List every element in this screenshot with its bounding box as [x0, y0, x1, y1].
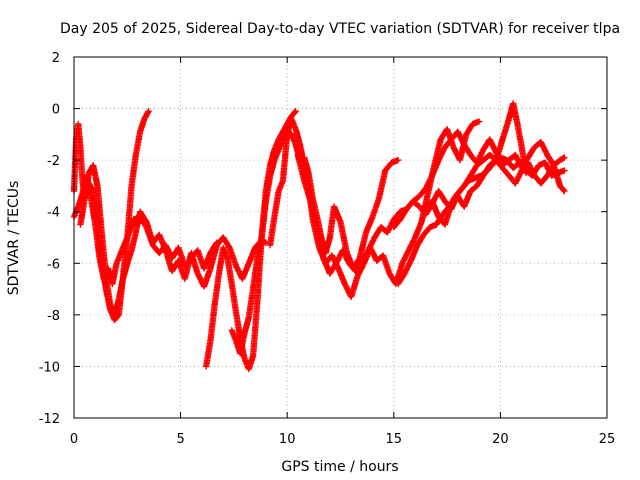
y-tick-label: -4: [47, 206, 60, 221]
tick-layer: 0 5 10 15 20 25 -12 -10 -8 -6 -4 -2 0 2: [39, 51, 616, 447]
plot-frame: [73, 56, 608, 419]
x-tick-label: 20: [492, 432, 509, 447]
x-axis-label: GPS time / hours: [281, 459, 398, 475]
y-axis-label: SDTVAR / TECUs: [6, 181, 22, 296]
x-tick-label: 25: [599, 432, 616, 447]
y-tick-label: -6: [47, 257, 60, 272]
y-tick-label: -8: [47, 309, 60, 324]
series-track-7: [294, 100, 530, 277]
x-tick-label: 0: [70, 432, 78, 447]
y-tick-label: 0: [52, 103, 60, 118]
grid-layer: [74, 57, 607, 418]
series-track-10: [390, 128, 568, 231]
x-tick-label: 5: [176, 432, 184, 447]
y-tick-label: -2: [47, 154, 60, 169]
y-tick-label: -12: [39, 412, 60, 427]
series-layer: [70, 100, 568, 373]
y-tick-label: -10: [39, 360, 60, 375]
chart-title: Day 205 of 2025, Sidereal Day-to-day VTE…: [60, 21, 620, 37]
series-track-3: [77, 162, 270, 319]
series-markers: [390, 128, 568, 231]
y-tick-label: 2: [52, 51, 60, 66]
series-markers: [77, 162, 270, 319]
series-markers: [294, 100, 530, 277]
x-tick-label: 15: [386, 432, 403, 447]
x-tick-label: 10: [279, 432, 296, 447]
